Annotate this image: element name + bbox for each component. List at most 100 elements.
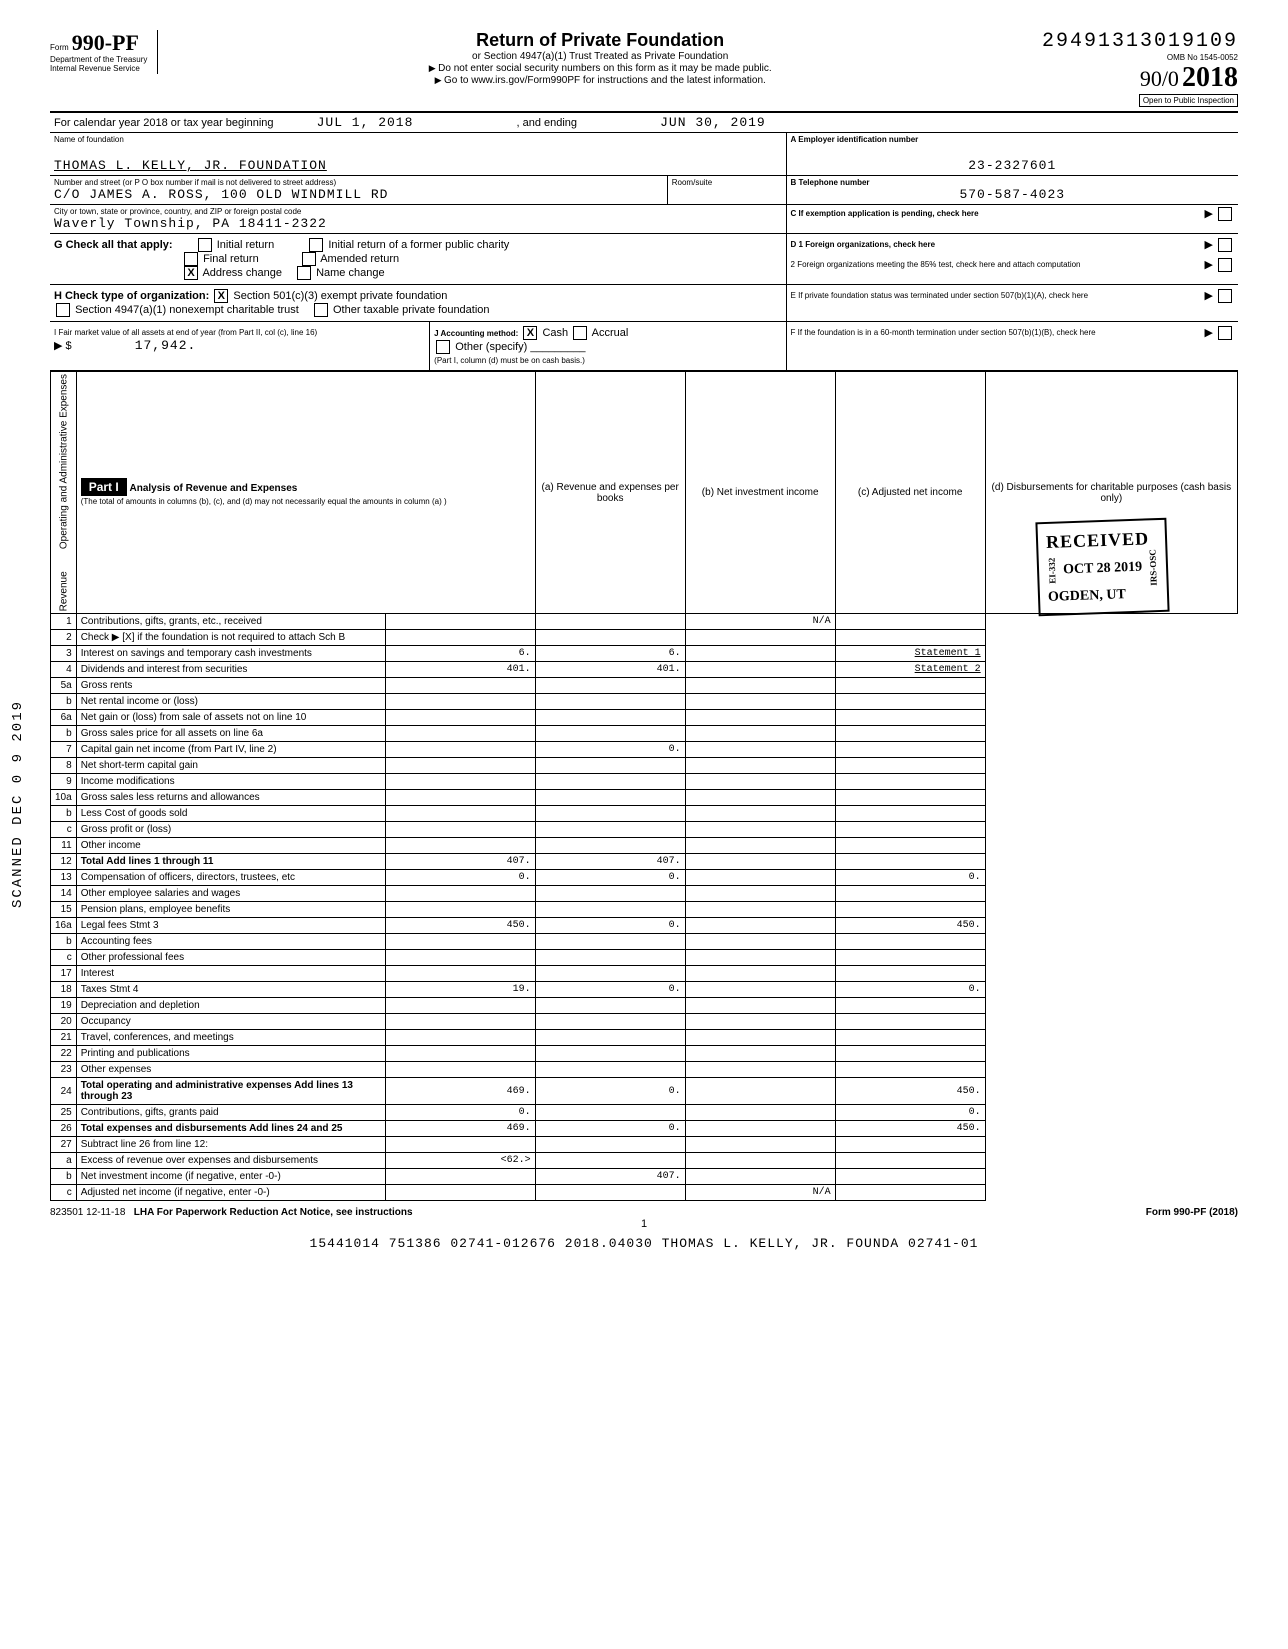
city-label: City or town, state or province, country… xyxy=(54,207,782,216)
col-b-value xyxy=(535,934,685,950)
g-address-checkbox[interactable] xyxy=(184,266,198,280)
line-number: 8 xyxy=(51,758,77,774)
col-d-value xyxy=(835,678,985,694)
table-row: cGross profit or (loss) xyxy=(51,822,1238,838)
line-desc: Printing and publications xyxy=(76,1046,385,1062)
handwritten-note: 90/0 xyxy=(1140,66,1179,91)
form-header: Form 990-PF Department of the Treasury I… xyxy=(50,30,1238,113)
table-row: 11Other income xyxy=(51,838,1238,854)
line-number: b xyxy=(51,806,77,822)
col-d-value xyxy=(835,1169,985,1185)
line-number: 18 xyxy=(51,982,77,998)
form-prefix: Form xyxy=(50,43,69,52)
line-number: 13 xyxy=(51,870,77,886)
foundation-name: THOMAS L. KELLY, JR. FOUNDATION xyxy=(54,158,782,173)
h-opt2: Section 4947(a)(1) nonexempt charitable … xyxy=(75,304,299,316)
line-desc: Income modifications xyxy=(76,774,385,790)
col-c-value xyxy=(685,694,835,710)
col-a-value xyxy=(385,966,535,982)
e-checkbox[interactable] xyxy=(1218,289,1232,303)
d2-checkbox[interactable] xyxy=(1218,258,1232,272)
j-cash-checkbox[interactable] xyxy=(523,326,537,340)
col-c-value xyxy=(685,966,835,982)
col-a-value xyxy=(385,614,535,630)
g-amended-checkbox[interactable] xyxy=(302,252,316,266)
col-b-value xyxy=(535,966,685,982)
col-b-value: 0. xyxy=(535,982,685,998)
col-c-value xyxy=(685,662,835,678)
table-row: bAccounting fees xyxy=(51,934,1238,950)
part1-label: Part I xyxy=(81,478,127,496)
col-d-value: 0. xyxy=(835,1105,985,1121)
table-row: 4Dividends and interest from securities4… xyxy=(51,662,1238,678)
received-stamp: RECEIVED EI-332 OCT 28 2019 IRS-OSC OGDE… xyxy=(1035,518,1169,616)
line-desc: Gross sales less returns and allowances xyxy=(76,790,385,806)
j-accrual-checkbox[interactable] xyxy=(573,326,587,340)
col-b-value xyxy=(535,1030,685,1046)
col-c-value xyxy=(685,678,835,694)
line-number: 15 xyxy=(51,902,77,918)
line-number: c xyxy=(51,822,77,838)
line-desc: Interest xyxy=(76,966,385,982)
g-initial-checkbox[interactable] xyxy=(198,238,212,252)
stamp-date: OCT 28 2019 xyxy=(1063,560,1143,579)
col-d-value xyxy=(835,966,985,982)
col-b-value: 407. xyxy=(535,1169,685,1185)
line-desc: Total expenses and disbursements Add lin… xyxy=(76,1121,385,1137)
col-d-value xyxy=(835,998,985,1014)
h-4947-checkbox[interactable] xyxy=(56,303,70,317)
line-number: 16a xyxy=(51,918,77,934)
col-a-value xyxy=(385,998,535,1014)
address: C/O JAMES A. ROSS, 100 OLD WINDMILL RD xyxy=(54,187,663,202)
c-checkbox[interactable] xyxy=(1218,207,1232,221)
part1-title: Analysis of Revenue and Expenses xyxy=(129,483,297,494)
col-b-value: 0. xyxy=(535,870,685,886)
col-c-value xyxy=(685,742,835,758)
page-number: 1 xyxy=(50,1218,1238,1230)
line-desc: Other expenses xyxy=(76,1062,385,1078)
h-501c3-checkbox[interactable] xyxy=(214,289,228,303)
f-checkbox[interactable] xyxy=(1218,326,1232,340)
d1-checkbox[interactable] xyxy=(1218,238,1232,252)
col-b-value xyxy=(535,678,685,694)
g-name-checkbox[interactable] xyxy=(297,266,311,280)
col-c-value xyxy=(685,646,835,662)
col-b-value xyxy=(535,710,685,726)
col-c-value xyxy=(685,1014,835,1030)
table-row: 6aNet gain or (loss) from sale of assets… xyxy=(51,710,1238,726)
col-b-value xyxy=(535,790,685,806)
col-c-value xyxy=(685,1137,835,1153)
g-initial-former-checkbox[interactable] xyxy=(309,238,323,252)
line-desc: Depreciation and depletion xyxy=(76,998,385,1014)
line-number: b xyxy=(51,934,77,950)
form-sub1: or Section 4947(a)(1) Trust Treated as P… xyxy=(158,51,1042,63)
dept-irs: Internal Revenue Service xyxy=(50,65,147,74)
col-a-value: 450. xyxy=(385,918,535,934)
addr-label: Number and street (or P O box number if … xyxy=(54,178,663,187)
h-label: H Check type of organization: xyxy=(54,290,209,302)
j-other-checkbox[interactable] xyxy=(436,340,450,354)
table-row: bLess Cost of goods sold xyxy=(51,806,1238,822)
phone-label: B Telephone number xyxy=(791,178,1234,187)
table-row: 2Check ▶ [X] if the foundation is not re… xyxy=(51,630,1238,646)
table-row: 7Capital gain net income (from Part IV, … xyxy=(51,742,1238,758)
col-b-value xyxy=(535,1105,685,1121)
col-d-value xyxy=(835,1014,985,1030)
col-c-value xyxy=(685,790,835,806)
col-a-value: 469. xyxy=(385,1078,535,1105)
line-number: b xyxy=(51,694,77,710)
line-desc: Net gain or (loss) from sale of assets n… xyxy=(76,710,385,726)
h-other-checkbox[interactable] xyxy=(314,303,328,317)
g-final-checkbox[interactable] xyxy=(184,252,198,266)
line-number: 5a xyxy=(51,678,77,694)
table-row: 10aGross sales less returns and allowanc… xyxy=(51,790,1238,806)
j-label: J Accounting method: xyxy=(434,329,518,338)
col-a-value xyxy=(385,710,535,726)
omb-number: OMB No 1545-0052 xyxy=(1042,53,1238,62)
line-number: 26 xyxy=(51,1121,77,1137)
col-a-value xyxy=(385,886,535,902)
table-row: cAdjusted net income (if negative, enter… xyxy=(51,1185,1238,1201)
col-b-value xyxy=(535,1153,685,1169)
col-d-value xyxy=(835,902,985,918)
d1-label: D 1 Foreign organizations, check here xyxy=(791,240,935,249)
